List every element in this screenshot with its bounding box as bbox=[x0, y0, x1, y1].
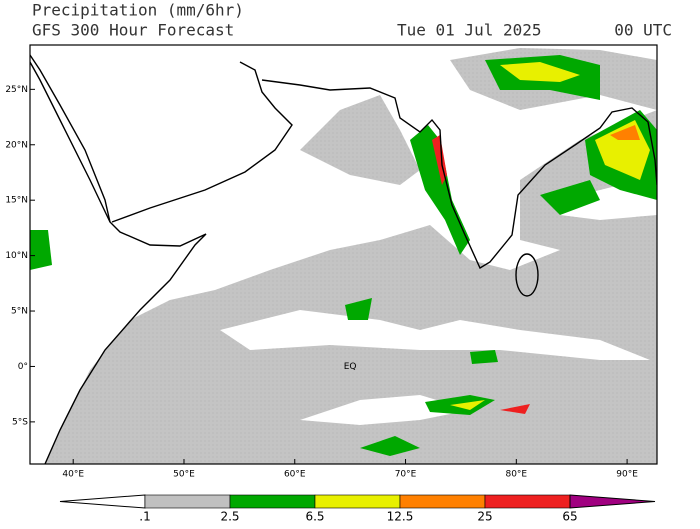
colorbar-label: 65 bbox=[562, 510, 577, 524]
map-field bbox=[30, 45, 657, 464]
heavy-rain-area bbox=[540, 180, 600, 215]
title: Precipitation (mm/6hr) bbox=[32, 1, 244, 20]
colorbar-label: 25 bbox=[477, 510, 492, 524]
heavy-rain-area bbox=[470, 350, 498, 364]
x-tick-label: 70°E bbox=[395, 470, 417, 480]
light-rain-area bbox=[300, 95, 420, 185]
colorbar: .1 2.5 6.5 12.5 25 65 bbox=[59, 494, 656, 524]
y-tick-label: 20°N bbox=[5, 140, 28, 150]
heavy-rain-area bbox=[30, 230, 52, 270]
heavy-rain-area bbox=[345, 298, 372, 320]
y-tick-label: 25°N bbox=[5, 85, 28, 95]
colorbar-low-bin bbox=[59, 494, 146, 509]
colorbar-bin bbox=[484, 494, 571, 509]
heavy-rain-area bbox=[360, 436, 420, 456]
y-tick-label: 10°N bbox=[5, 251, 28, 261]
dry-lane bbox=[560, 185, 657, 220]
x-tick-label: 50°E bbox=[173, 470, 195, 480]
y-tick-label: 5°S bbox=[12, 417, 28, 427]
heavy-rain-area bbox=[610, 125, 640, 140]
x-tick-label: 80°E bbox=[505, 470, 527, 480]
y-tick-label: 15°N bbox=[5, 196, 28, 206]
colorbar-label: .1 bbox=[139, 510, 150, 524]
heavy-rain-area bbox=[500, 62, 580, 82]
colorbar-bin bbox=[314, 494, 401, 509]
time: 00 UTC bbox=[614, 21, 672, 40]
equator-label: EQ bbox=[344, 362, 357, 372]
colorbar-bin bbox=[399, 494, 486, 509]
colorbar-label: 2.5 bbox=[220, 510, 239, 524]
coastline bbox=[30, 61, 207, 464]
dry-lane bbox=[220, 310, 650, 360]
subtitle: GFS 300 Hour Forecast bbox=[32, 21, 234, 40]
x-tick-label: 40°E bbox=[62, 470, 84, 480]
map-axes: 40°E 50°E 60°E 70°E 80°E 90°E 25°N 20°N 15°N 10°N… bbox=[5, 85, 638, 480]
colorbar-bin bbox=[229, 494, 316, 509]
colorbar-label: 12.5 bbox=[387, 510, 414, 524]
y-tick-label: 0° bbox=[18, 362, 28, 372]
map-frame bbox=[29, 44, 658, 465]
date: Tue 01 Jul 2025 bbox=[397, 21, 542, 40]
colorbar-label: 6.5 bbox=[305, 510, 324, 524]
x-tick-label: 60°E bbox=[284, 470, 306, 480]
colorbar-bin bbox=[144, 494, 231, 509]
heavy-rain-area bbox=[500, 404, 530, 414]
colorbar-high-bin bbox=[569, 494, 656, 509]
y-tick-label: 5°N bbox=[11, 307, 28, 317]
heavy-rain-area bbox=[450, 400, 485, 410]
heavy-rain-area bbox=[410, 125, 470, 255]
coastline bbox=[30, 54, 657, 270]
sri-lanka bbox=[515, 253, 539, 297]
x-tick-label: 90°E bbox=[616, 470, 638, 480]
